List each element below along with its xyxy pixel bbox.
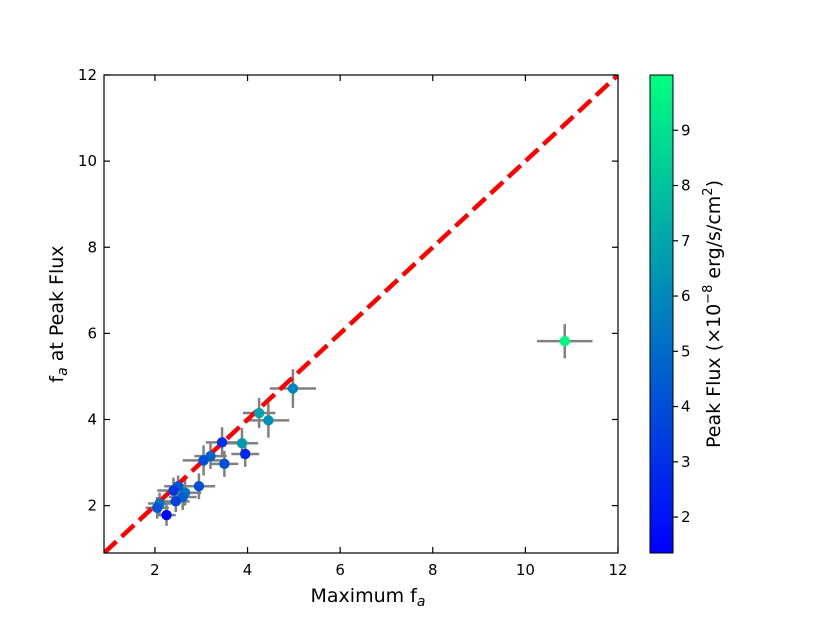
colorbar-label: Peak Flux (×10−8 erg/s/cm2) bbox=[701, 180, 725, 448]
x-tick-label: 10 bbox=[516, 561, 535, 579]
x-tick-label: 8 bbox=[428, 561, 438, 579]
y-tick-label: 12 bbox=[78, 66, 97, 84]
x-tick-label: 6 bbox=[335, 561, 345, 579]
plot-frame bbox=[103, 74, 619, 554]
data-points bbox=[152, 335, 570, 521]
x-tick-label: 4 bbox=[243, 561, 253, 579]
colorbar-tick-label: 8 bbox=[681, 177, 691, 195]
data-point bbox=[559, 335, 570, 347]
colorbar-tick-label: 9 bbox=[681, 121, 691, 139]
y-tick-label: 8 bbox=[87, 238, 97, 256]
y-axis-label: fa at Peak Flux bbox=[46, 245, 71, 382]
y-tick-label: 6 bbox=[87, 324, 97, 342]
data-point bbox=[193, 481, 205, 492]
data-point bbox=[161, 509, 172, 521]
colorbar-tick-label: 4 bbox=[681, 398, 691, 416]
y-tick-label: 4 bbox=[87, 411, 97, 429]
y-tick-label: 2 bbox=[87, 497, 97, 515]
x-tick-label: 12 bbox=[608, 561, 627, 579]
data-point bbox=[219, 458, 230, 470]
x-axis-label: Maximum fa bbox=[311, 585, 426, 610]
data-point bbox=[236, 437, 248, 449]
data-point bbox=[198, 455, 209, 466]
data-point bbox=[170, 496, 181, 507]
data-point bbox=[216, 437, 228, 448]
data-point bbox=[168, 485, 179, 496]
x-tick-label: 2 bbox=[150, 561, 160, 579]
colorbar-tick-label: 7 bbox=[681, 232, 691, 250]
colorbar-tick-label: 3 bbox=[681, 453, 691, 471]
x-axis: 2 4 6 8 10 12 bbox=[150, 75, 628, 579]
y-tick-label: 10 bbox=[78, 152, 97, 170]
y-axis: 2 4 6 8 10 12 bbox=[78, 66, 618, 515]
data-point bbox=[240, 448, 251, 460]
colorbar-tick-label: 2 bbox=[681, 508, 691, 526]
colorbar-tick-label: 5 bbox=[681, 342, 691, 360]
data-point bbox=[287, 383, 299, 394]
data-point bbox=[253, 407, 265, 419]
colorbar bbox=[649, 74, 674, 554]
data-point bbox=[152, 502, 163, 513]
colorbar-ticks: 2 3 4 5 6 7 8 9 bbox=[673, 121, 691, 526]
colorbar-tick-label: 6 bbox=[681, 287, 691, 305]
reference-line-y-equals-x bbox=[104, 75, 618, 553]
data-point bbox=[263, 415, 274, 426]
